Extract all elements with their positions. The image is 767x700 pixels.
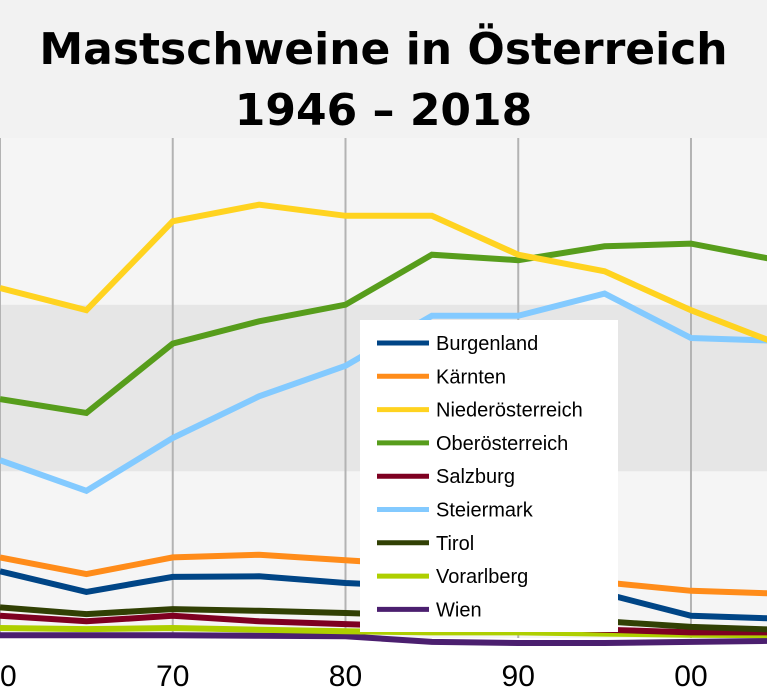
- x-tick-label: 80: [329, 660, 362, 693]
- x-tick-label: 90: [502, 660, 535, 693]
- series-line-nieder-sterreich: [0, 201, 767, 343]
- x-axis-ticks: 50 70 80 90 00: [0, 660, 708, 693]
- chart-title-line-2: 1946 – 2018: [235, 85, 533, 136]
- legend: Burgenland Kärnten Niederösterreich Oberöst…: [360, 320, 618, 632]
- legend-label: Vorarlberg: [436, 566, 528, 588]
- x-tick-label: 00: [674, 660, 707, 693]
- x-tick-label: 70: [156, 660, 189, 693]
- chart-title-line-1: Mastschweine in Österreich: [39, 22, 727, 75]
- series-line-wien: [0, 632, 767, 646]
- series-line-ober-sterreich: [0, 240, 767, 417]
- legend-label: Kärnten: [436, 366, 506, 388]
- legend-label: Steiermark: [436, 500, 534, 522]
- legend-label: Niederösterreich: [436, 400, 583, 422]
- title-band: [0, 0, 767, 138]
- legend-label: Oberösterreich: [436, 433, 568, 455]
- legend-label: Tirol: [436, 533, 474, 555]
- legend-label: Burgenland: [436, 333, 538, 355]
- background-band: [0, 138, 767, 305]
- legend-label: Salzburg: [436, 466, 515, 488]
- x-axis-area: [0, 638, 767, 700]
- legend-label: Wien: [436, 599, 482, 621]
- x-tick-label: 50: [0, 660, 17, 693]
